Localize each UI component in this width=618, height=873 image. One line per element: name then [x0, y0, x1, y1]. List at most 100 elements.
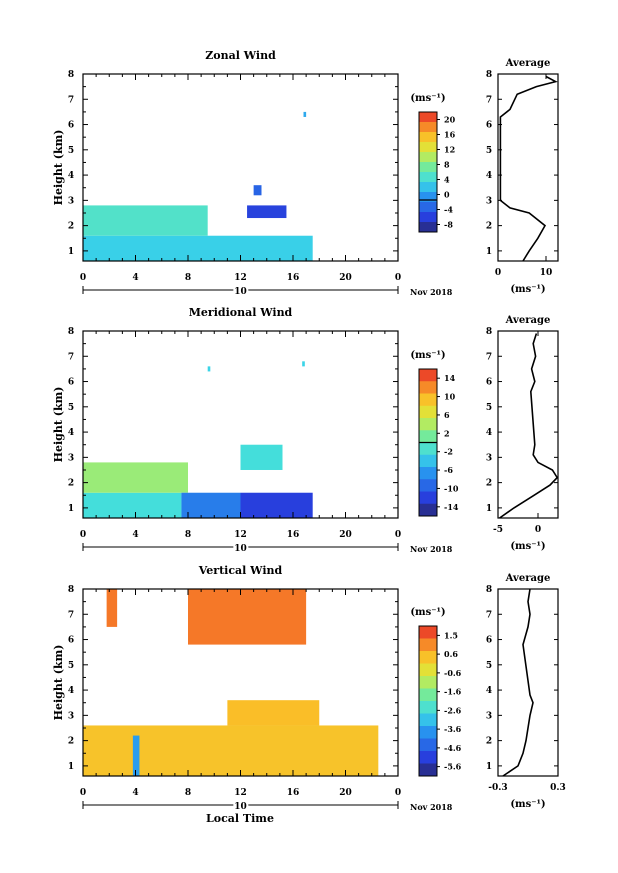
colorbar-tick-label: 14	[444, 373, 456, 383]
colorbar-segment	[419, 701, 437, 714]
colorbar-segment	[419, 454, 437, 468]
profile-y-tick-label: 2	[486, 479, 492, 489]
x-tick-label: 4	[132, 788, 138, 798]
profile-line	[499, 75, 558, 262]
chart-title: Meridional Wind	[189, 306, 293, 319]
x-tick-label: 20	[339, 530, 352, 540]
y-tick-label: 1	[68, 504, 74, 514]
colorbar-tick-label: 4	[444, 175, 450, 185]
profile-frame	[497, 73, 559, 262]
heatmap-cell	[303, 111, 307, 117]
x-tick-label: 16	[287, 273, 300, 283]
colorbar-tick-label: -6	[444, 465, 453, 475]
profile-x-tick-label: -5	[493, 525, 503, 535]
y-tick-label: 4	[68, 428, 74, 438]
colorbar-tick-label: -14	[444, 502, 459, 512]
colorbar-segment	[419, 763, 437, 777]
x-tick-label: 16	[287, 530, 300, 540]
x-tick-label: 0	[80, 530, 86, 540]
heatmap-cell	[106, 589, 118, 627]
colorbar-segment	[419, 369, 437, 382]
colorbar-tick-label: 1.5	[444, 630, 458, 640]
colorbar-segment	[419, 182, 437, 193]
y-tick-label: 5	[68, 146, 74, 156]
profile-y-tick-label: 3	[486, 453, 492, 463]
heatmap-cell	[83, 725, 379, 776]
y-tick-label: 7	[68, 610, 74, 620]
x-tick-label: 16	[287, 788, 300, 798]
heatmap-cell	[253, 185, 262, 196]
profile-y-tick-label: 7	[486, 610, 492, 620]
profile-y-tick-label: 2	[486, 222, 492, 232]
x-tick-label: 8	[185, 530, 191, 540]
date-label: Nov 2018	[410, 802, 453, 812]
x-tick-label: 8	[185, 788, 191, 798]
colorbar-segment	[419, 132, 437, 143]
x-tick-label: 8	[185, 273, 191, 283]
y-tick-label: 4	[68, 686, 74, 696]
profile-y-tick-label: 5	[486, 403, 492, 413]
profile-y-tick-label: 4	[486, 686, 492, 696]
heatmap-cell	[83, 205, 208, 236]
colorbar-segment	[419, 726, 437, 739]
colorbar-segment	[419, 405, 437, 419]
y-tick-label: 3	[68, 453, 74, 463]
colorbar-segment	[419, 212, 437, 223]
colorbar-segment	[419, 152, 437, 163]
y-axis-label: Height (km)	[52, 130, 65, 206]
colorbar-segment	[419, 222, 437, 233]
colorbar-segment	[419, 442, 437, 456]
profile-y-tick-label: 6	[486, 378, 492, 388]
heatmap-cell	[188, 589, 307, 645]
y-tick-label: 3	[68, 711, 74, 721]
heatmap-cell	[240, 492, 313, 518]
colorbar-segment	[419, 503, 437, 517]
y-tick-label: 6	[68, 121, 74, 131]
colorbar-tick-label: -5.6	[444, 762, 462, 772]
day-label: 10	[234, 287, 247, 297]
profile-x-label: (ms⁻¹)	[510, 799, 545, 810]
x-tick-label: 12	[234, 530, 247, 540]
colorbar-tick-label: -4	[444, 205, 453, 215]
colorbar-tick-label: 8	[444, 160, 450, 170]
colorbar-segment	[419, 738, 437, 752]
colorbar-unit: (ms⁻¹)	[410, 350, 445, 361]
colorbar-segment	[419, 676, 437, 689]
colorbar-segment	[419, 751, 437, 764]
y-tick-label: 6	[68, 378, 74, 388]
colorbar-segment	[419, 418, 437, 431]
heatmap-cell	[83, 492, 182, 518]
profile-y-tick-label: 5	[486, 146, 492, 156]
colorbar-tick-label: -2.6	[444, 705, 462, 715]
colorbar-segment	[419, 112, 437, 123]
x-tick-label: 0	[395, 273, 401, 283]
colorbar-tick-label: 10	[444, 392, 456, 402]
profile-x-tick-label: 0.3	[550, 783, 566, 793]
profile-y-tick-label: 1	[486, 247, 492, 257]
colorbar-segment	[419, 393, 437, 407]
profile-y-tick-label: 8	[486, 327, 492, 337]
profile-line	[502, 588, 534, 777]
y-tick-label: 7	[68, 95, 74, 105]
y-tick-label: 8	[68, 70, 74, 80]
y-axis-label: Height (km)	[52, 645, 65, 721]
profile-x-tick-label: 0	[495, 268, 501, 278]
date-label: Nov 2018	[410, 544, 453, 554]
y-tick-label: 3	[68, 196, 74, 206]
y-tick-label: 8	[68, 585, 74, 595]
heatmap-cell	[302, 361, 305, 367]
x-tick-label: 12	[234, 788, 247, 798]
y-tick-label: 7	[68, 352, 74, 362]
colorbar-tick-label: 0	[444, 190, 450, 200]
x-tick-label: 0	[80, 273, 86, 283]
chart-title: Vertical Wind	[198, 564, 283, 577]
colorbar-tick-label: -1.6	[444, 687, 462, 697]
colorbar-tick-label: 6	[444, 410, 450, 420]
profile-y-tick-label: 7	[486, 352, 492, 362]
profile-frame	[497, 588, 559, 777]
heatmap-cell	[240, 444, 283, 470]
x-axis-label: Local Time	[206, 812, 274, 825]
